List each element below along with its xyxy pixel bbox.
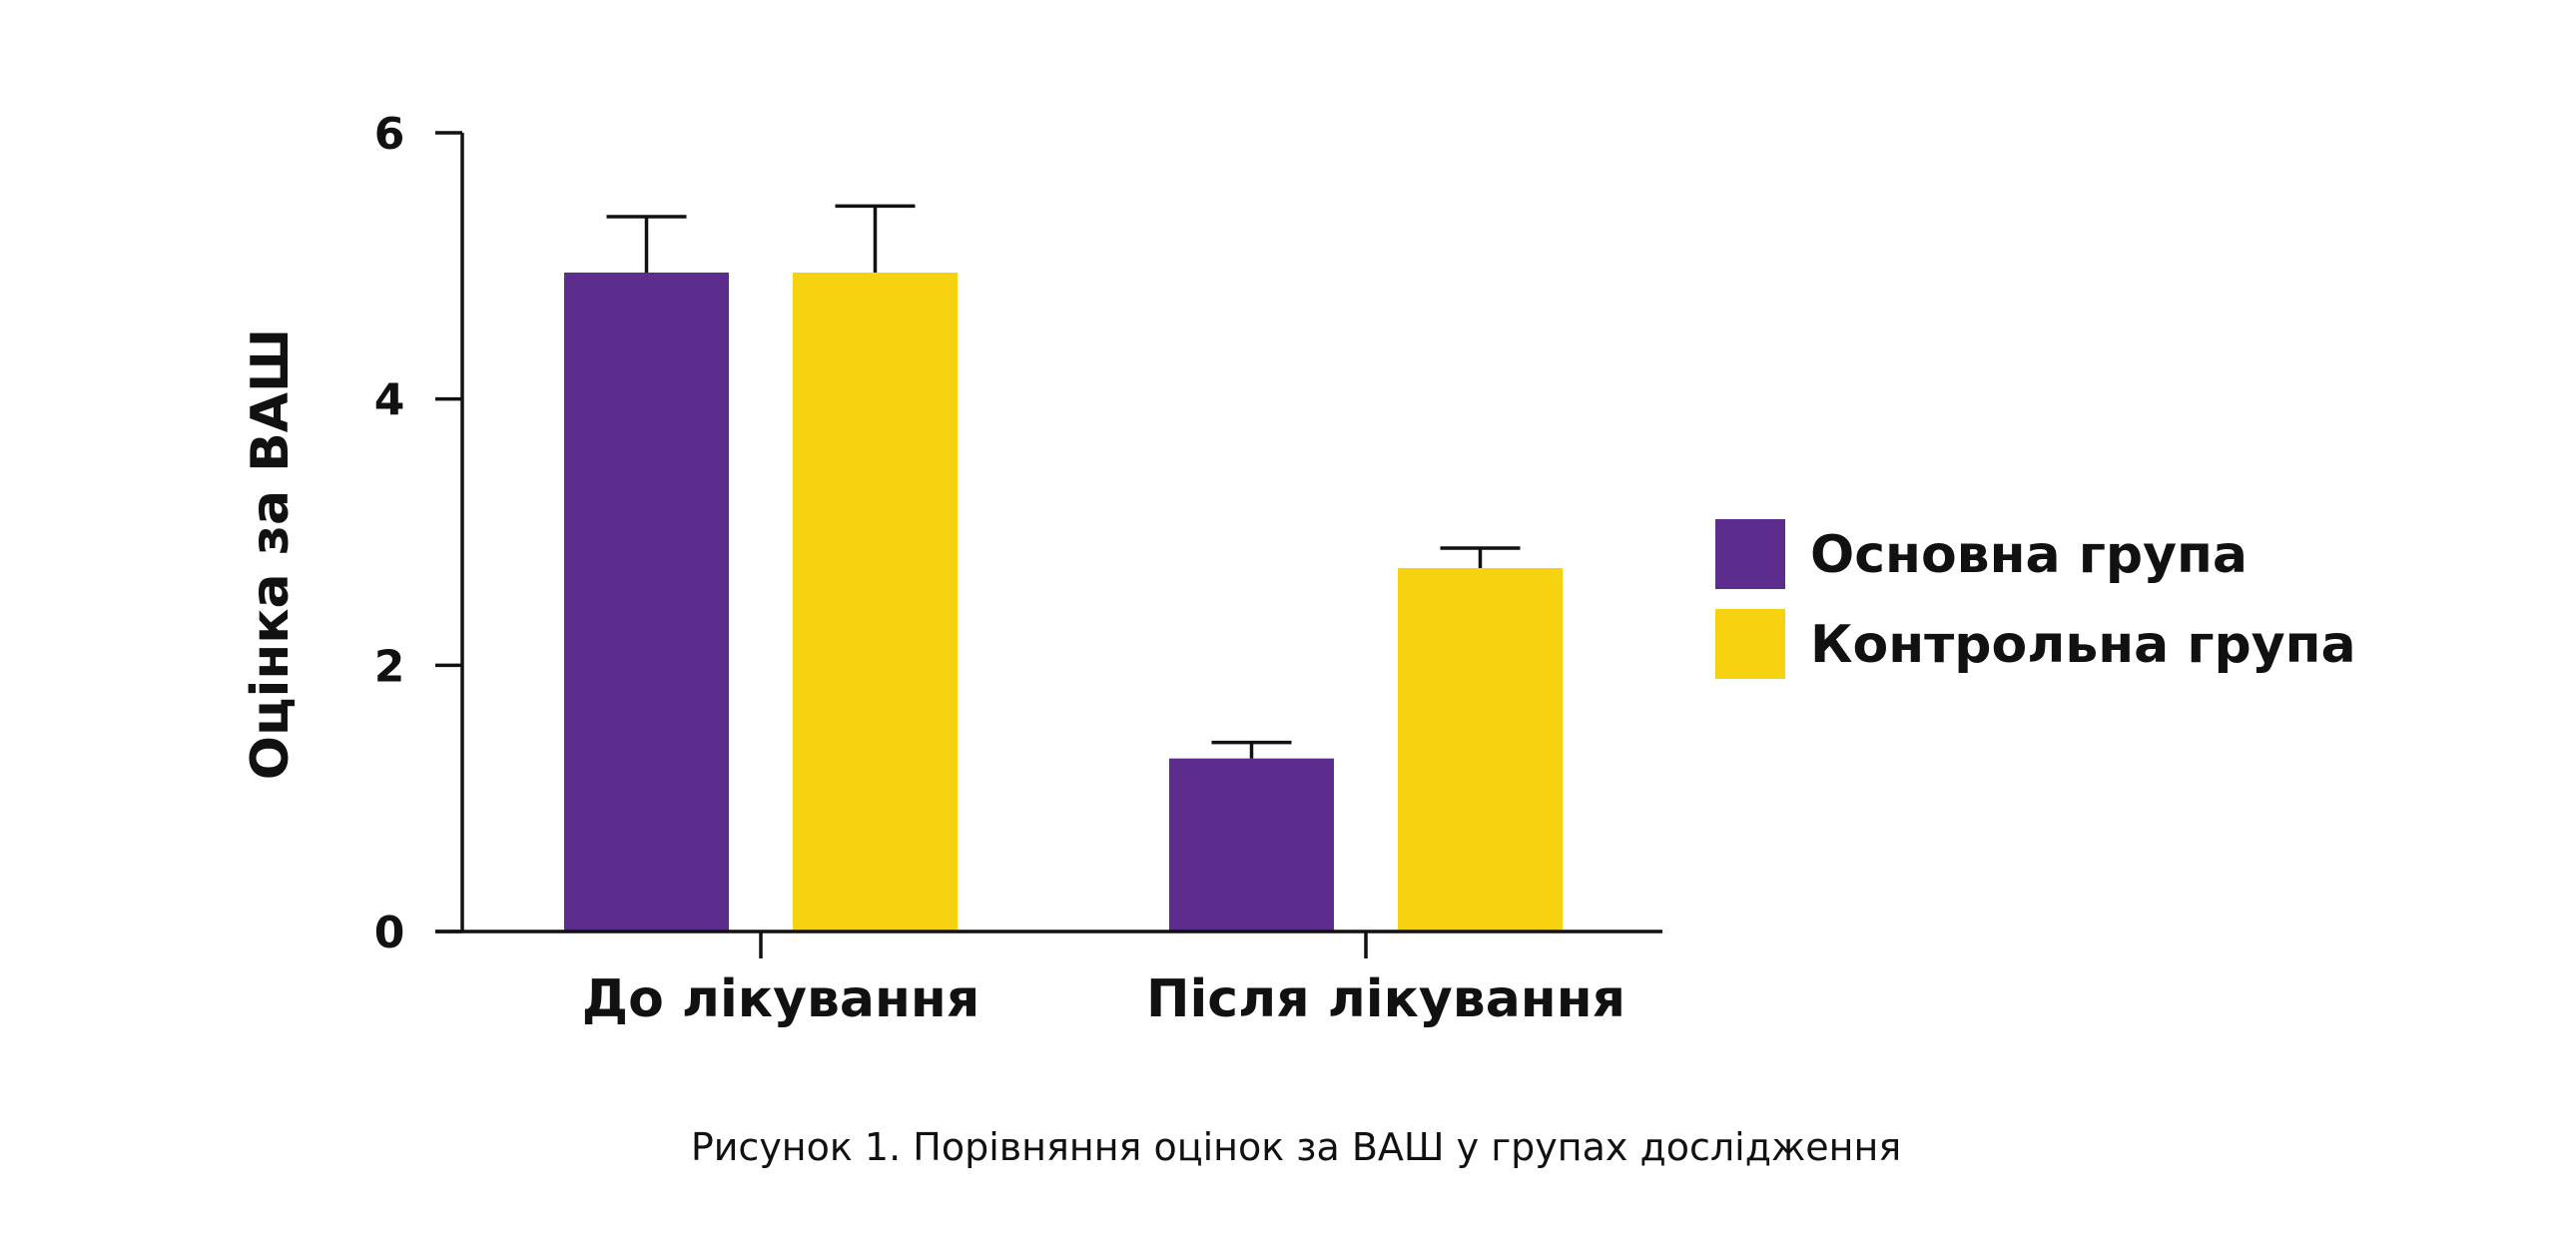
y-tick-label-3: 4 <box>374 375 405 426</box>
bar-1-1 <box>564 273 729 932</box>
bar-1-2 <box>793 273 958 932</box>
figure-caption: Рисунок 1. Порівняння оцінок за ВАШ у гр… <box>691 1125 1901 1169</box>
bars-layer <box>564 204 1563 932</box>
x-tick-label-1: До лікування <box>582 969 979 1029</box>
y-tick-label-2: 2 <box>374 641 405 692</box>
y-axis-title: Оцінка за ВАШ <box>241 328 301 781</box>
legend-swatch-1 <box>1715 519 1785 589</box>
legend-label-2: Контрольна група <box>1810 615 2356 675</box>
x-tick-label-2: Після лікування <box>1146 969 1625 1029</box>
legend-swatch-2 <box>1715 609 1785 679</box>
bar-2-1 <box>1169 758 1334 932</box>
y-tick-label-4: 6 <box>374 109 405 160</box>
legend: Основна група Контрольна група <box>1715 519 2356 679</box>
y-tick-label-1: 0 <box>374 908 405 958</box>
bar-2-2 <box>1398 568 1563 932</box>
legend-label-1: Основна група <box>1810 525 2248 585</box>
axes-layer: До лікування Після лікування 0 2 4 6 <box>374 109 1662 1029</box>
